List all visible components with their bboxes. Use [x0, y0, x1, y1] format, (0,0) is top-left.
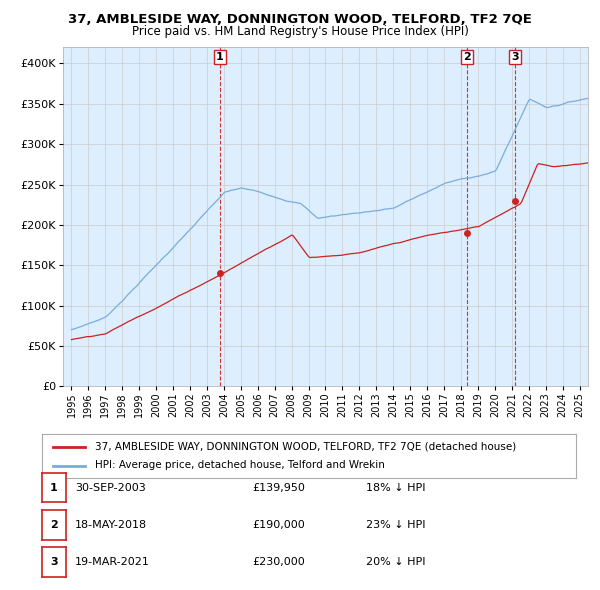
Text: 1: 1 [50, 483, 58, 493]
Text: 3: 3 [512, 52, 519, 62]
Text: 19-MAR-2021: 19-MAR-2021 [75, 557, 150, 567]
Text: 18-MAY-2018: 18-MAY-2018 [75, 520, 147, 530]
Text: 37, AMBLESIDE WAY, DONNINGTON WOOD, TELFORD, TF2 7QE: 37, AMBLESIDE WAY, DONNINGTON WOOD, TELF… [68, 13, 532, 26]
Text: 1: 1 [216, 52, 224, 62]
Text: 3: 3 [50, 557, 58, 567]
Text: 2: 2 [463, 52, 471, 62]
Text: 18% ↓ HPI: 18% ↓ HPI [366, 483, 425, 493]
Text: 30-SEP-2003: 30-SEP-2003 [75, 483, 146, 493]
Text: 37, AMBLESIDE WAY, DONNINGTON WOOD, TELFORD, TF2 7QE (detached house): 37, AMBLESIDE WAY, DONNINGTON WOOD, TELF… [95, 441, 517, 451]
Text: 20% ↓ HPI: 20% ↓ HPI [366, 557, 425, 567]
Text: Price paid vs. HM Land Registry's House Price Index (HPI): Price paid vs. HM Land Registry's House … [131, 25, 469, 38]
Text: 2: 2 [50, 520, 58, 530]
Text: £139,950: £139,950 [252, 483, 305, 493]
Text: £230,000: £230,000 [252, 557, 305, 567]
Text: £190,000: £190,000 [252, 520, 305, 530]
Text: HPI: Average price, detached house, Telford and Wrekin: HPI: Average price, detached house, Telf… [95, 460, 385, 470]
Text: 23% ↓ HPI: 23% ↓ HPI [366, 520, 425, 530]
